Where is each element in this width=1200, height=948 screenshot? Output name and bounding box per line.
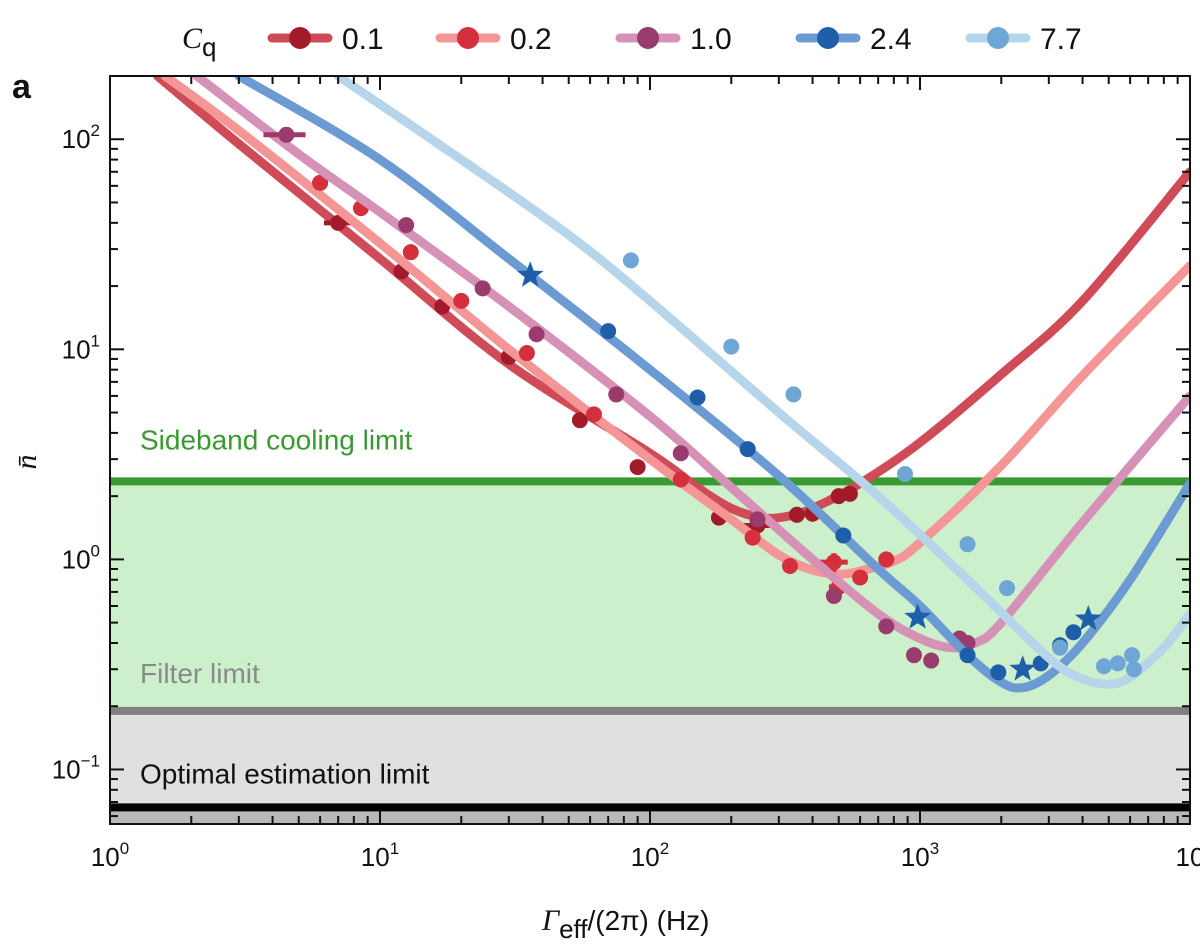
data-point [785,386,802,403]
x-tick-label: 102 [631,839,669,872]
x-tick-label: 100 [91,839,129,872]
axis-ticks [109,75,1190,824]
data-point [474,280,491,297]
data-point [1051,639,1068,656]
y-axis-title: n̄ [10,455,43,470]
data-point [923,652,940,669]
x-tick-label: 103 [901,839,939,872]
x-axis-symbol: Γ [541,904,561,937]
series-7.7 [333,76,1190,689]
legend-marker [817,27,839,49]
data-point [608,386,625,403]
data-point [278,126,295,143]
data-point [897,465,914,482]
series-layer [153,76,1190,693]
data-point [959,647,976,664]
filter-region [110,710,1190,808]
x-tick-label: 10 [1176,842,1200,872]
data-point [998,580,1015,597]
legend-label: 7.7 [1040,23,1082,56]
data-point [825,587,842,604]
data-point [852,569,869,586]
legend-items: 0.1 0.2 1.0 2.4 7.7 [267,23,1082,56]
legend-title: Cq [182,22,216,62]
tick-labels: 100 101 102 103 10 102 101 100 10−1 [52,121,1200,872]
star-point [1075,605,1102,631]
y-tick-label: 101 [62,331,100,364]
data-point [622,252,639,269]
data-point [571,412,588,429]
region-labels: Sideband cooling limit Filter limit Optima… [140,424,430,789]
data-point [1109,655,1126,672]
legend-item-0.1: 0.1 [267,23,384,56]
legend-marker [987,27,1009,49]
data-point [402,244,419,261]
data-point [788,506,805,523]
data-point [878,618,895,635]
data-point [1124,647,1141,664]
data-point [585,406,602,423]
x-axis-subscript: eff [559,914,588,944]
series-0.1 [153,76,1190,534]
data-point [723,338,740,355]
data-point [749,511,766,528]
star-point [904,603,931,629]
sideband-limit-label: Sideband cooling limit [140,424,413,455]
legend-marker [637,27,659,49]
legend: Cq 0.1 0.2 1.0 2.4 7.7 [182,22,1082,62]
data-point [744,529,761,546]
data-point [825,554,842,571]
data-point [312,174,329,191]
legend-label: 1.0 [690,23,732,56]
legend-item-0.2: 0.2 [435,23,552,56]
legend-item-2.4: 2.4 [795,23,912,56]
data-point [672,471,689,488]
legend-item-1.0: 1.0 [615,23,732,56]
legend-marker [289,27,311,49]
x-tick-label: 101 [361,839,399,872]
data-point [739,441,756,458]
star-point [516,261,544,287]
legend-label: 2.4 [870,23,912,56]
data-point [959,536,976,553]
y-tick-label: 100 [62,541,100,574]
data-point [600,323,617,340]
data-point [689,389,706,406]
data-point [1095,658,1112,675]
data-point [841,485,858,502]
x-axis-title: Γeff/(2π) (Hz) [541,904,709,944]
data-point [1065,624,1082,641]
data-point [1125,661,1142,678]
optimal-limit-label: Optimal estimation limit [140,758,430,789]
data-point [835,527,852,544]
data-point [905,647,922,664]
data-point [990,664,1007,681]
y-tick-label: 10−1 [52,751,100,784]
legend-label: 0.1 [342,23,384,56]
filter-limit-label: Filter limit [140,658,260,689]
theory-curve-7.7 [333,76,1190,689]
legend-marker [457,27,479,49]
data-point [528,326,545,343]
data-point [330,214,347,231]
y-tick-label: 102 [62,121,100,154]
data-point [878,551,895,568]
legend-label: 0.2 [510,23,552,56]
legend-item-7.7: 7.7 [965,23,1082,56]
data-point [781,558,798,575]
legend-title-symbol: C [182,22,203,55]
data-point [629,459,646,476]
legend-title-subscript: q [202,32,216,62]
panel-label: a [12,68,32,106]
sideband-region [110,481,1190,711]
x-axis-units: /(2π) (Hz) [588,905,710,936]
data-point [672,445,689,462]
star-point [1009,655,1036,681]
data-point [398,217,415,234]
data-point [453,292,470,309]
theory-curve-2.4 [234,76,1190,693]
data-point [518,345,535,362]
